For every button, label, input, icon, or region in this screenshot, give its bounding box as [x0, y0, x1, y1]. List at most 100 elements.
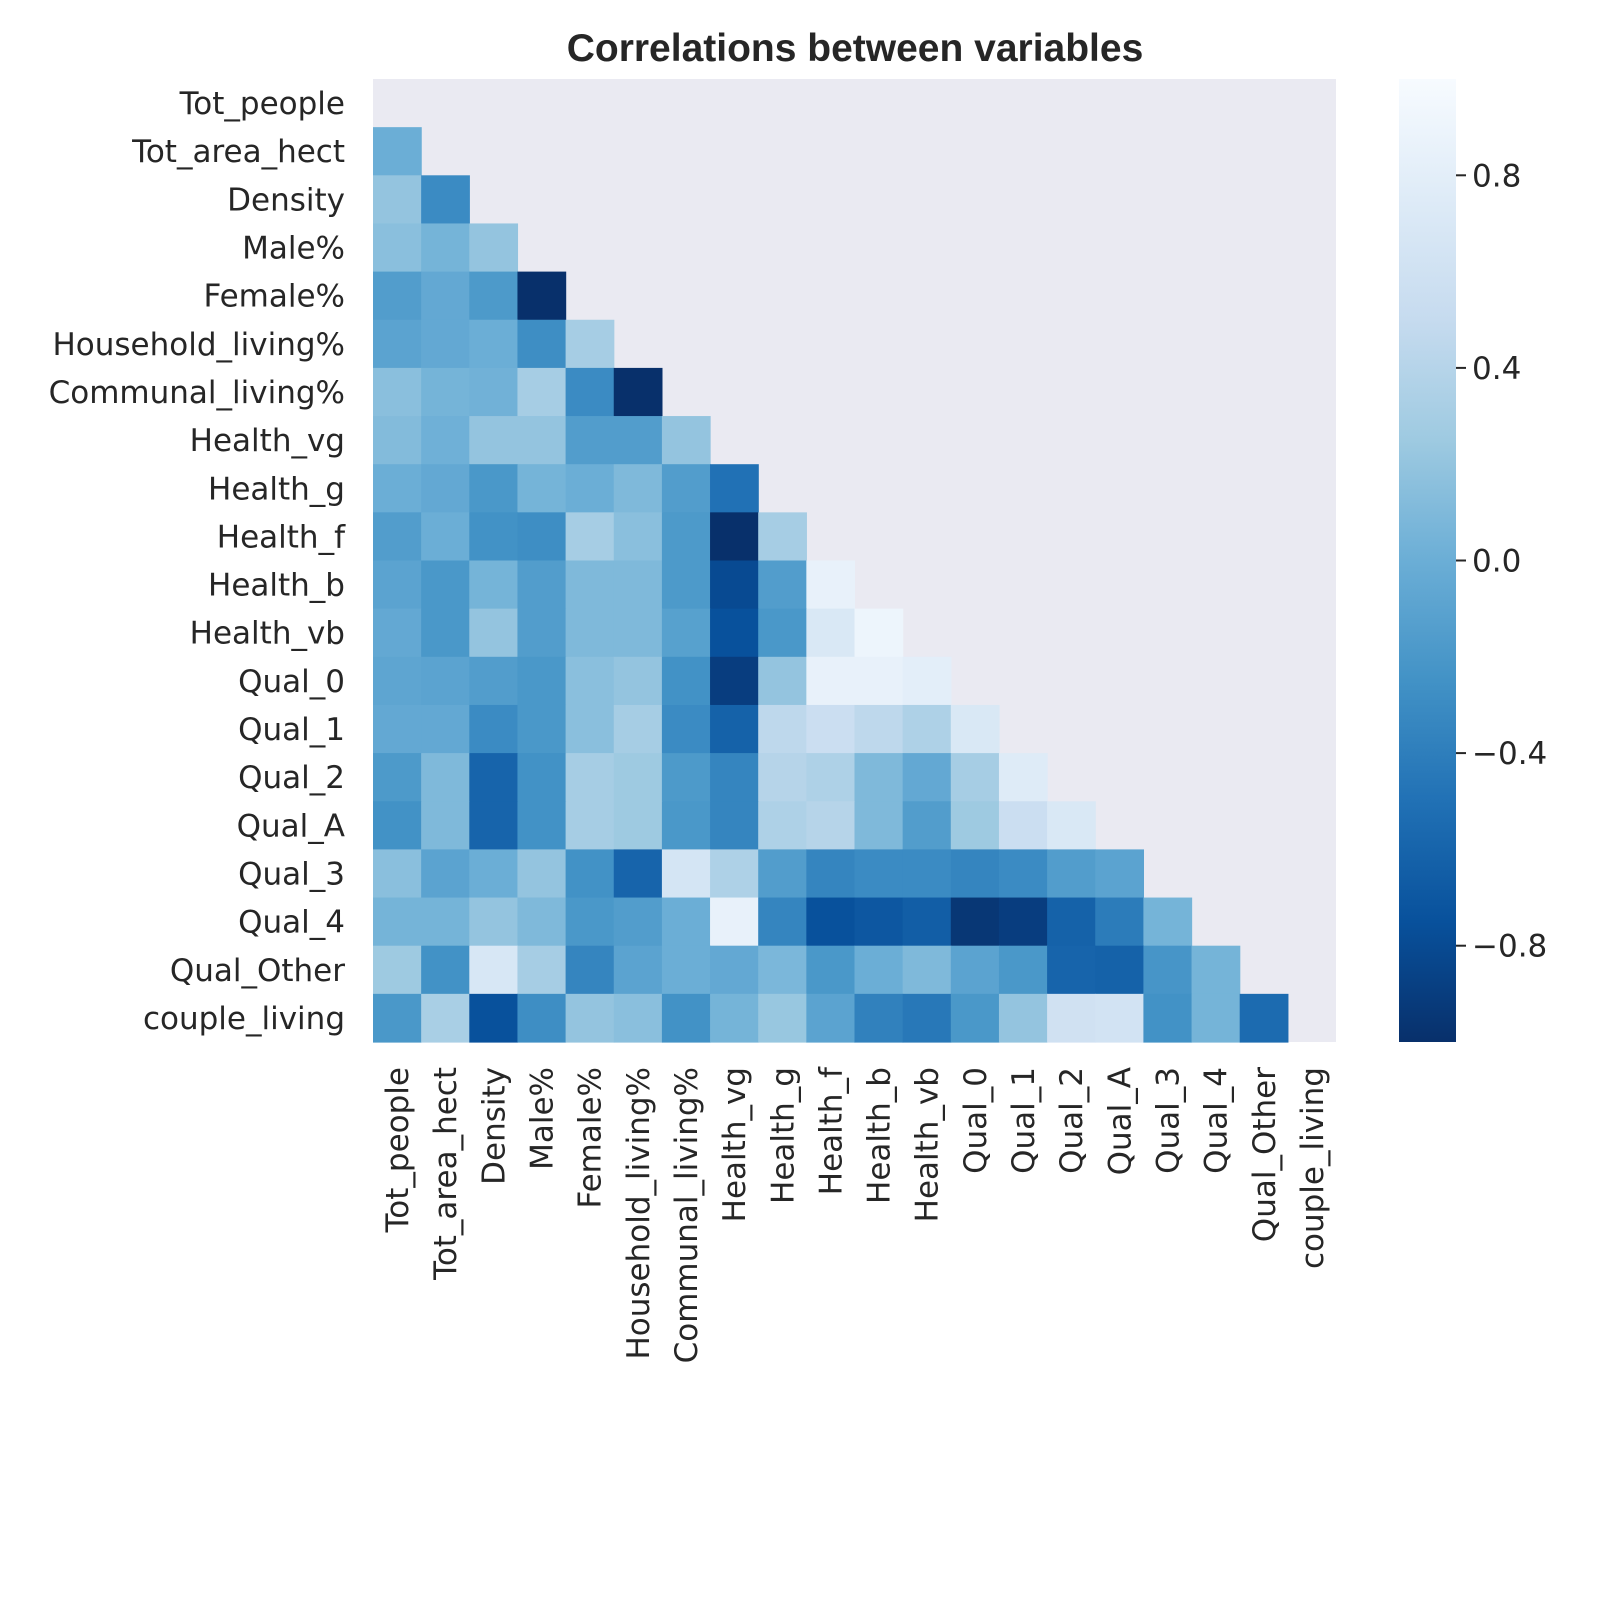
cell-Health_vg-Density [469, 416, 519, 465]
cell-Qual_0-Health_g [758, 656, 807, 706]
x-tick-labels: Tot_people Tot_area_hect Density Male% Femal… [380, 1066, 1331, 1363]
cell-Male%-Density [469, 223, 519, 273]
cell-Communal_living%-Tot_people [373, 367, 422, 417]
cell-Communal_living%-Tot_area_hect [421, 367, 470, 417]
cell-Qual_A-Health_f [806, 801, 856, 850]
cell-Communal_living%-Female% [565, 367, 615, 417]
cell-Qual_A-Female% [565, 801, 615, 850]
cell-Health_g-Health_vg [710, 464, 759, 513]
cell-couple_living-Tot_area_hect [421, 993, 470, 1043]
cell-Health_b-Communal_living% [661, 560, 711, 610]
colorbar-tick-label: 0.0 [1472, 544, 1521, 580]
cell-Health_vg-Communal_living% [661, 416, 711, 465]
cell-couple_living-Health_vb [902, 993, 952, 1043]
y-tick-label: Qual_1 [238, 712, 345, 748]
cell-Qual_A-Qual_1 [998, 801, 1048, 850]
cell-Health_f-Density [469, 512, 519, 562]
x-tick-label: Qual_2 [1054, 1067, 1090, 1174]
cell-Qual_1-Qual_0 [950, 704, 1000, 754]
cell-Health_f-Health_vg [710, 512, 759, 562]
cell-Health_b-Male% [517, 560, 567, 610]
cell-Household_living%-Tot_area_hect [421, 319, 470, 369]
cell-Qual_4-Qual_2 [1047, 897, 1096, 947]
y-tick-label: Male% [242, 231, 345, 267]
cell-Qual_Other-Female% [565, 945, 615, 995]
colorbar-tick-label: 0.4 [1472, 351, 1521, 387]
cell-Qual_Other-Health_vg [710, 945, 759, 995]
x-tick-label: Female% [573, 1067, 609, 1209]
cell-Qual_4-Health_vb [902, 897, 952, 947]
colorbar-tick-label: −0.4 [1472, 736, 1547, 772]
cell-couple_living-Household_living% [613, 993, 663, 1043]
cell-couple_living-Qual_4 [1191, 993, 1241, 1043]
cell-Health_g-Tot_area_hect [421, 464, 470, 513]
cell-Qual_2-Male% [517, 753, 567, 802]
cell-Qual_2-Health_f [806, 753, 856, 802]
cell-Qual_A-Health_g [758, 801, 807, 850]
cell-Female%-Density [469, 271, 519, 321]
cell-Qual_4-Qual_0 [950, 897, 1000, 947]
x-tick-label: Qual_A [1102, 1067, 1138, 1175]
cell-Qual_0-Female% [565, 656, 615, 706]
cell-Qual_0-Density [469, 656, 519, 706]
cell-Health_vb-Tot_area_hect [421, 608, 470, 658]
cell-Qual_4-Health_f [806, 897, 856, 947]
cell-Qual_Other-Density [469, 945, 519, 995]
cell-Qual_3-Tot_people [373, 849, 422, 899]
cell-Qual_3-Health_g [758, 849, 807, 899]
x-tick-label: Tot_people [380, 1067, 416, 1233]
cell-Qual_4-Health_b [854, 897, 904, 947]
cell-Health_f-Health_g [758, 512, 807, 562]
cell-Qual_A-Health_vg [710, 801, 759, 850]
cell-Health_vb-Density [469, 608, 519, 658]
cell-Health_vb-Male% [517, 608, 567, 658]
cell-Qual_A-Health_b [854, 801, 904, 850]
y-tick-label: Density [227, 182, 345, 218]
cell-Health_b-Female% [565, 560, 615, 610]
cell-Qual_4-Density [469, 897, 519, 947]
cell-Qual_4-Qual_A [1095, 897, 1144, 947]
cell-Health_vg-Female% [565, 416, 615, 465]
x-tick-label: Tot_area_hect [428, 1067, 464, 1281]
cell-Health_g-Household_living% [613, 464, 663, 513]
cell-Qual_3-Qual_2 [1047, 849, 1096, 899]
cell-Qual_A-Household_living% [613, 801, 663, 850]
x-tick-label: Health_vb [910, 1067, 946, 1222]
x-tick-label: Qual_1 [1006, 1067, 1042, 1174]
y-tick-label: Health_f [217, 519, 346, 555]
cell-Qual_A-Tot_people [373, 801, 422, 850]
cell-Health_f-Female% [565, 512, 615, 562]
cell-Qual_3-Qual_1 [998, 849, 1048, 899]
cell-Qual_Other-Health_f [806, 945, 856, 995]
cell-Qual_3-Communal_living% [661, 849, 711, 899]
cell-Qual_2-Health_b [854, 753, 904, 802]
cell-Health_vb-Health_g [758, 608, 807, 658]
cell-Density-Tot_people [373, 175, 422, 225]
cell-Health_f-Communal_living% [661, 512, 711, 562]
cell-Qual_1-Health_vb [902, 704, 952, 754]
cell-Health_g-Female% [565, 464, 615, 513]
cell-Health_b-Health_g [758, 560, 807, 610]
cell-Health_vb-Health_f [806, 608, 856, 658]
cell-couple_living-Female% [565, 993, 615, 1043]
y-tick-label: Household_living% [52, 327, 345, 363]
cell-Qual_0-Health_vg [710, 656, 759, 706]
cell-Qual_1-Health_b [854, 704, 904, 754]
cell-Qual_Other-Qual_2 [1047, 945, 1096, 995]
cell-Health_vg-Male% [517, 416, 567, 465]
cell-couple_living-Qual_1 [998, 993, 1048, 1043]
y-tick-label: Qual_2 [238, 760, 345, 796]
y-tick-label: Qual_Other [170, 953, 345, 989]
cell-Qual_4-Tot_people [373, 897, 422, 947]
cell-Qual_Other-Health_g [758, 945, 807, 995]
cell-Qual_4-Health_vg [710, 897, 759, 947]
y-tick-label: Health_vg [190, 423, 345, 459]
cell-couple_living-Qual_Other [1239, 993, 1289, 1043]
cell-Male%-Tot_people [373, 223, 422, 273]
cell-couple_living-Health_vg [710, 993, 759, 1043]
cell-Qual_4-Male% [517, 897, 567, 947]
cell-couple_living-Tot_people [373, 993, 422, 1043]
cell-Qual_3-Qual_0 [950, 849, 1000, 899]
cell-Household_living%-Female% [565, 319, 615, 369]
y-tick-label: Tot_area_hect [131, 134, 345, 170]
